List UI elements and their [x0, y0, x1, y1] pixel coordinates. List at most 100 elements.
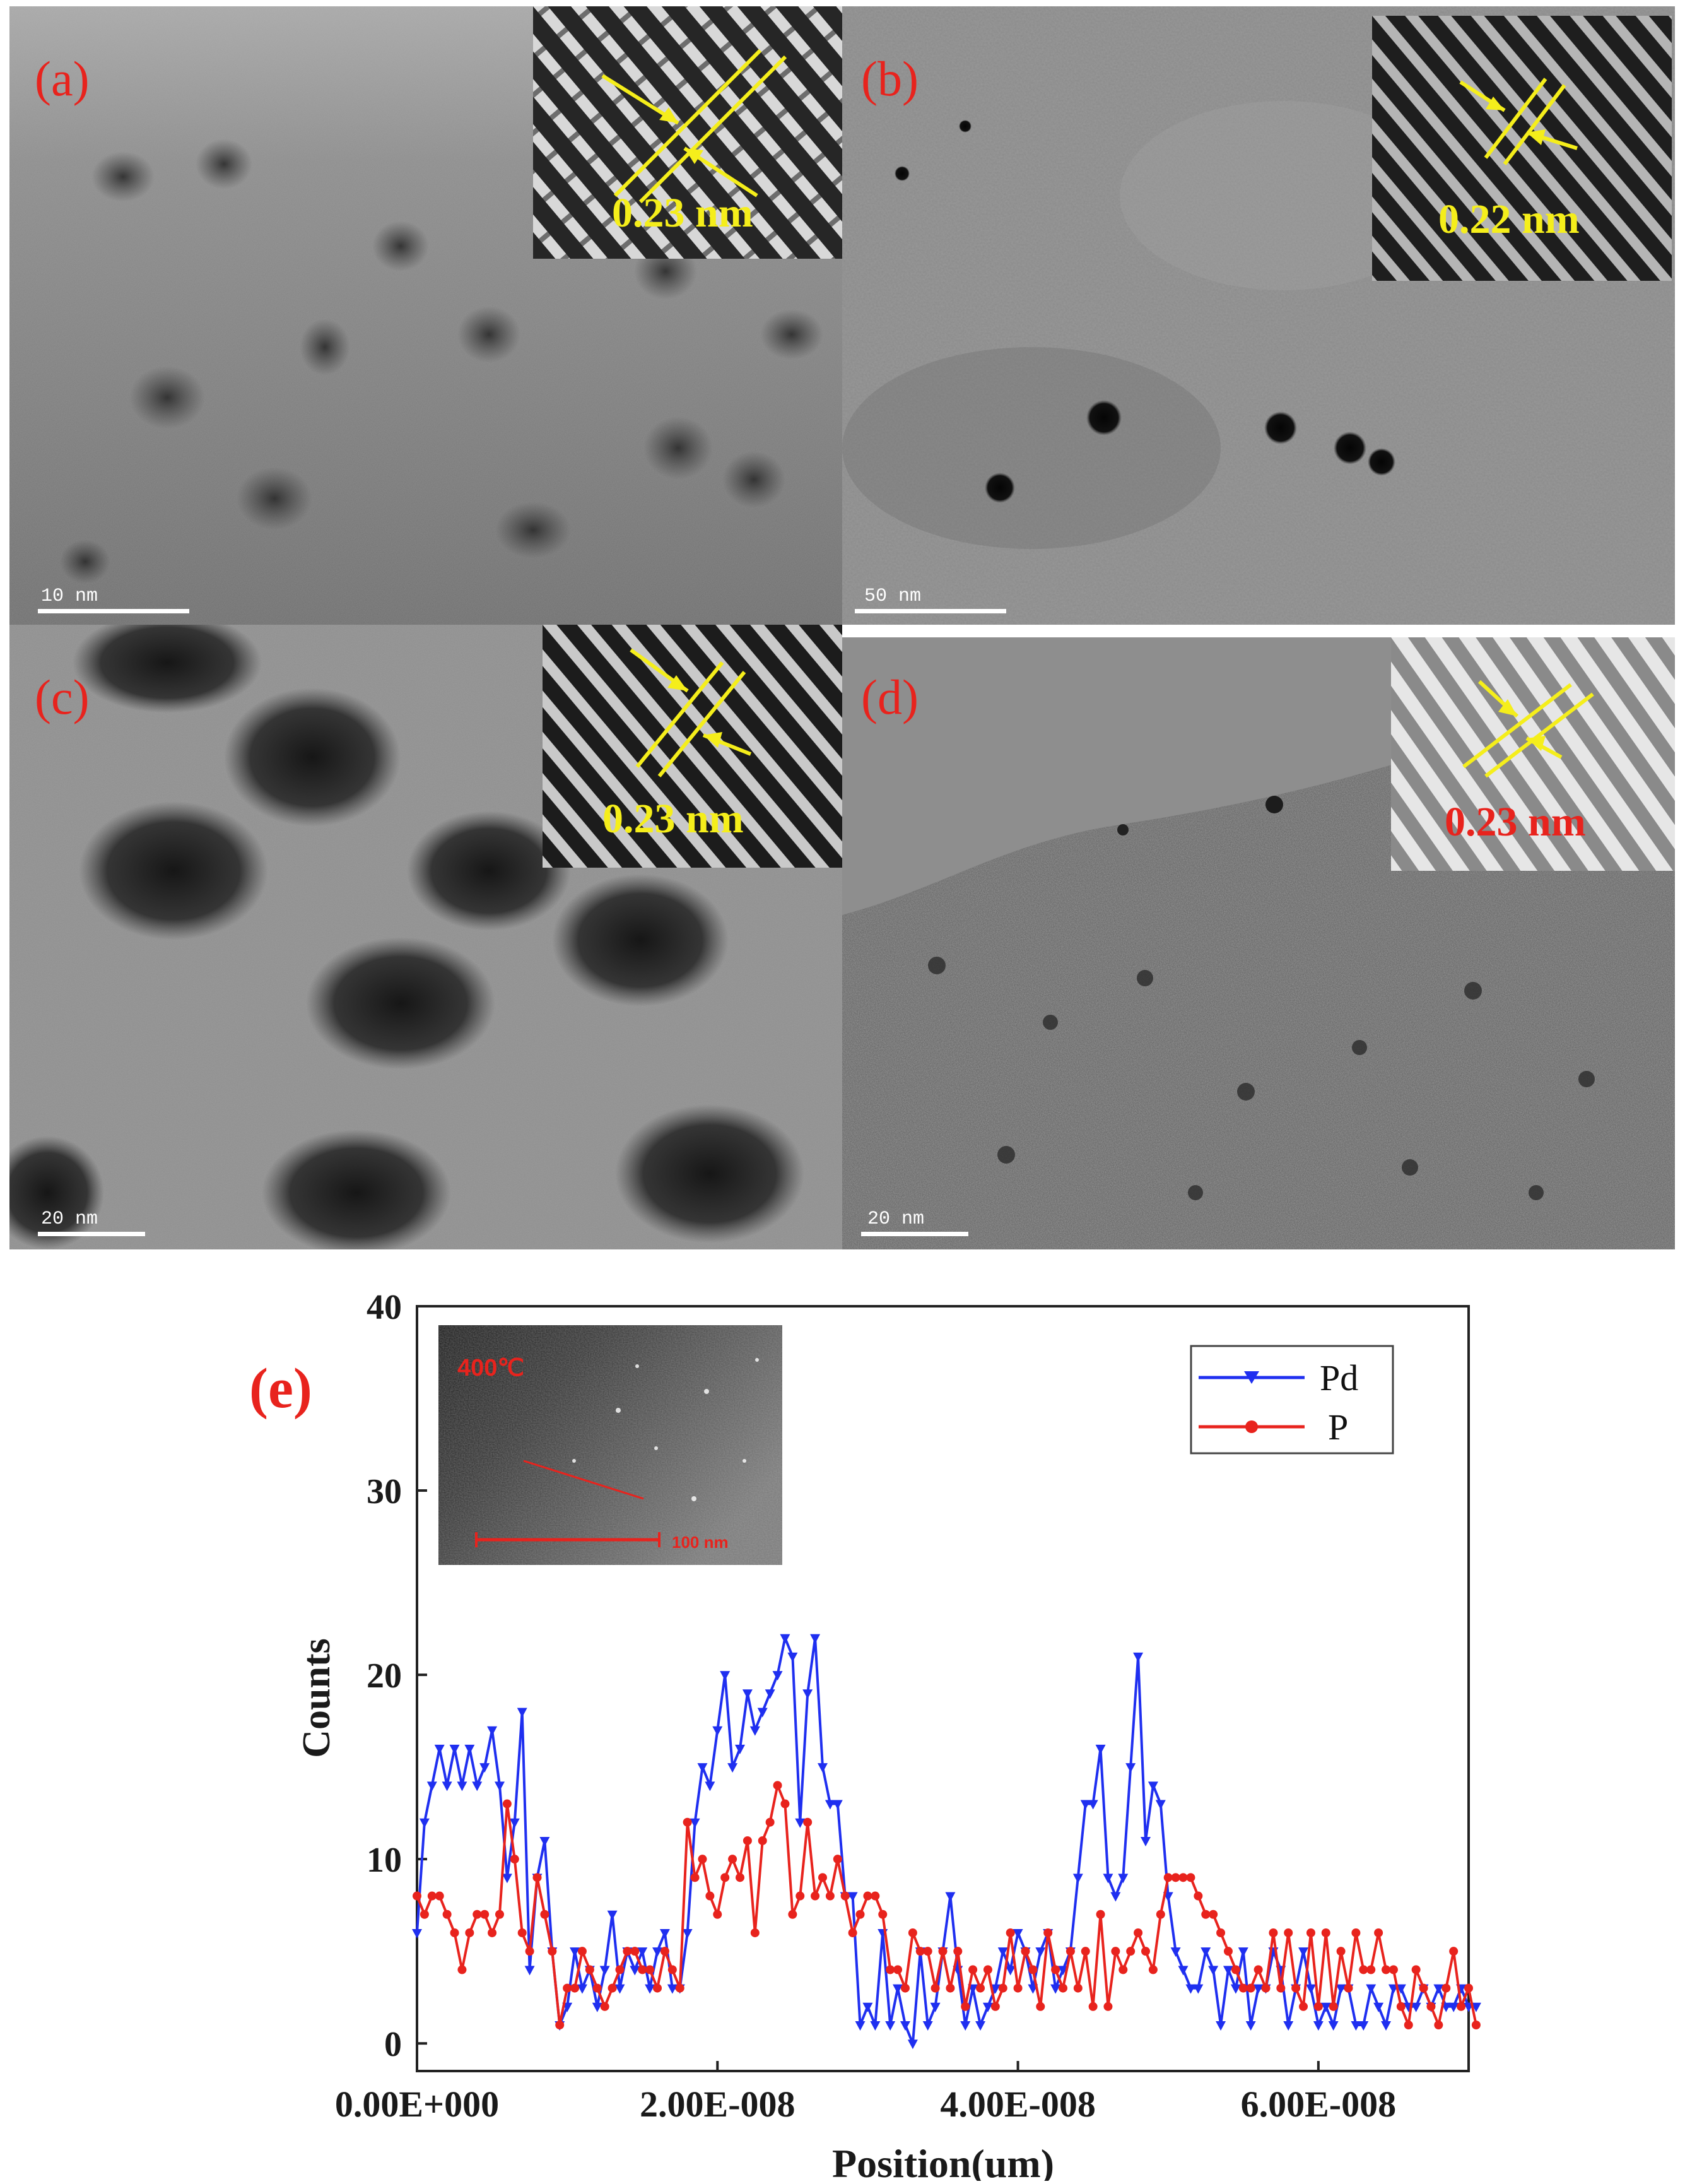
data-point-pd	[870, 2021, 881, 2031]
data-point-p	[1194, 1891, 1203, 1901]
data-point-pd	[855, 2021, 866, 2031]
data-point-pd	[893, 1984, 903, 1994]
tem-image-b	[842, 6, 1675, 625]
data-point-p	[435, 1891, 444, 1901]
data-point-pd	[1373, 2002, 1384, 2012]
data-point-pd	[772, 1671, 783, 1681]
lattice-fringes-c	[543, 625, 842, 868]
data-point-p	[1329, 2002, 1338, 2011]
data-point-p	[863, 1891, 872, 1901]
data-point-pd	[1140, 1836, 1151, 1846]
data-point-p	[765, 1817, 775, 1827]
data-point-p	[855, 1910, 865, 1919]
data-point-pd	[1050, 1984, 1061, 1994]
data-point-p	[848, 1928, 857, 1937]
data-point-pd	[982, 2002, 993, 2012]
data-point-p	[1396, 2002, 1406, 2011]
data-point-p	[1464, 1983, 1473, 1993]
data-point-p	[1471, 2020, 1481, 2029]
data-point-p	[480, 1910, 490, 1919]
data-point-pd	[472, 1781, 483, 1791]
chart-legend: Pd P	[1190, 1345, 1394, 1455]
data-point-p	[1366, 1965, 1376, 1974]
data-point-p	[465, 1928, 474, 1937]
data-point-pd	[1253, 1984, 1264, 1994]
data-point-p	[645, 1965, 655, 1974]
data-point-pd	[659, 1928, 670, 1939]
data-point-p	[1359, 1965, 1368, 1974]
data-point-pd	[457, 1781, 467, 1791]
data-point-p	[1141, 1947, 1150, 1956]
data-point-p	[1178, 1873, 1188, 1882]
scan-line	[523, 1460, 644, 1500]
data-point-pd	[667, 1984, 678, 1994]
data-point-pd	[1201, 1947, 1211, 1957]
data-point-pd	[787, 1652, 798, 1662]
data-point-pd	[960, 2021, 971, 2031]
data-point-pd	[412, 1928, 422, 1939]
data-point-p	[660, 1947, 669, 1956]
data-point-pd	[1035, 1947, 1046, 1957]
data-point-p	[1344, 1983, 1353, 1993]
data-point-p	[758, 1836, 767, 1845]
data-point-p	[1426, 2002, 1436, 2011]
data-point-pd	[1283, 2021, 1294, 2031]
data-point-p	[1126, 1947, 1136, 1956]
data-point-pd	[862, 2002, 873, 2012]
data-point-pd	[1411, 2002, 1421, 2012]
data-point-pd	[727, 1763, 738, 1773]
data-point-pd	[690, 1818, 700, 1828]
data-point-p	[1043, 1928, 1053, 1937]
data-point-pd	[1103, 1874, 1113, 1884]
data-point-pd	[990, 1984, 1001, 1994]
data-point-pd	[1155, 1800, 1166, 1810]
data-point-p	[1313, 2002, 1323, 2011]
data-point-pd	[1381, 2021, 1392, 2031]
data-point-p	[563, 1983, 572, 1993]
panel-label-e: (e)	[249, 1357, 312, 1420]
data-point-p	[900, 1983, 910, 1993]
data-point-pd	[1223, 1966, 1233, 1976]
data-point-p	[1306, 1928, 1315, 1937]
data-point-pd	[1133, 1652, 1144, 1662]
data-point-pd	[705, 1781, 715, 1791]
data-point-p	[946, 1983, 955, 1993]
data-point-pd	[479, 1763, 490, 1773]
data-point-p	[1134, 1928, 1143, 1937]
data-point-pd	[757, 1708, 768, 1718]
data-point-p	[976, 1983, 985, 1993]
data-point-pd	[817, 1763, 828, 1773]
data-point-pd	[1238, 1947, 1248, 1957]
data-point-p	[532, 1873, 542, 1882]
inset-temperature-label: 400℃	[457, 1355, 524, 1381]
data-point-p	[750, 1928, 760, 1937]
data-point-pd	[494, 1781, 505, 1791]
data-point-p	[555, 2020, 565, 2029]
scale-bar-d	[861, 1232, 968, 1236]
data-point-p	[1441, 1983, 1451, 1993]
data-point-pd	[1395, 1984, 1406, 1994]
data-point-p	[720, 1873, 730, 1882]
data-point-pd	[712, 1726, 723, 1736]
data-point-p	[705, 1891, 715, 1901]
data-point-pd	[847, 1892, 858, 1902]
data-point-pd	[1471, 2002, 1481, 2012]
lattice-fringes-d	[1391, 637, 1675, 871]
tem-panel-c: (c) 0.23 nm 20 nm	[9, 625, 842, 1249]
data-point-pd	[1328, 2021, 1339, 2031]
lattice-inset-b: 0.22 nm	[1372, 16, 1672, 281]
legend-marker-p	[1245, 1420, 1258, 1433]
data-point-p	[1238, 1983, 1248, 1993]
data-point-pd	[1230, 1984, 1241, 1994]
data-point-pd	[697, 1763, 708, 1773]
data-point-pd	[607, 1910, 618, 1920]
data-point-pd	[765, 1689, 775, 1699]
tem-panel-b: (b) 0.22 nm 50 nm	[842, 6, 1675, 625]
data-point-p	[1299, 2002, 1308, 2011]
data-point-p	[893, 1965, 903, 1974]
data-point-p	[1111, 1947, 1120, 1956]
data-point-pd	[810, 1634, 821, 1644]
data-point-p	[713, 1910, 722, 1919]
data-point-p	[413, 1891, 421, 1901]
data-point-p	[1223, 1947, 1233, 1956]
